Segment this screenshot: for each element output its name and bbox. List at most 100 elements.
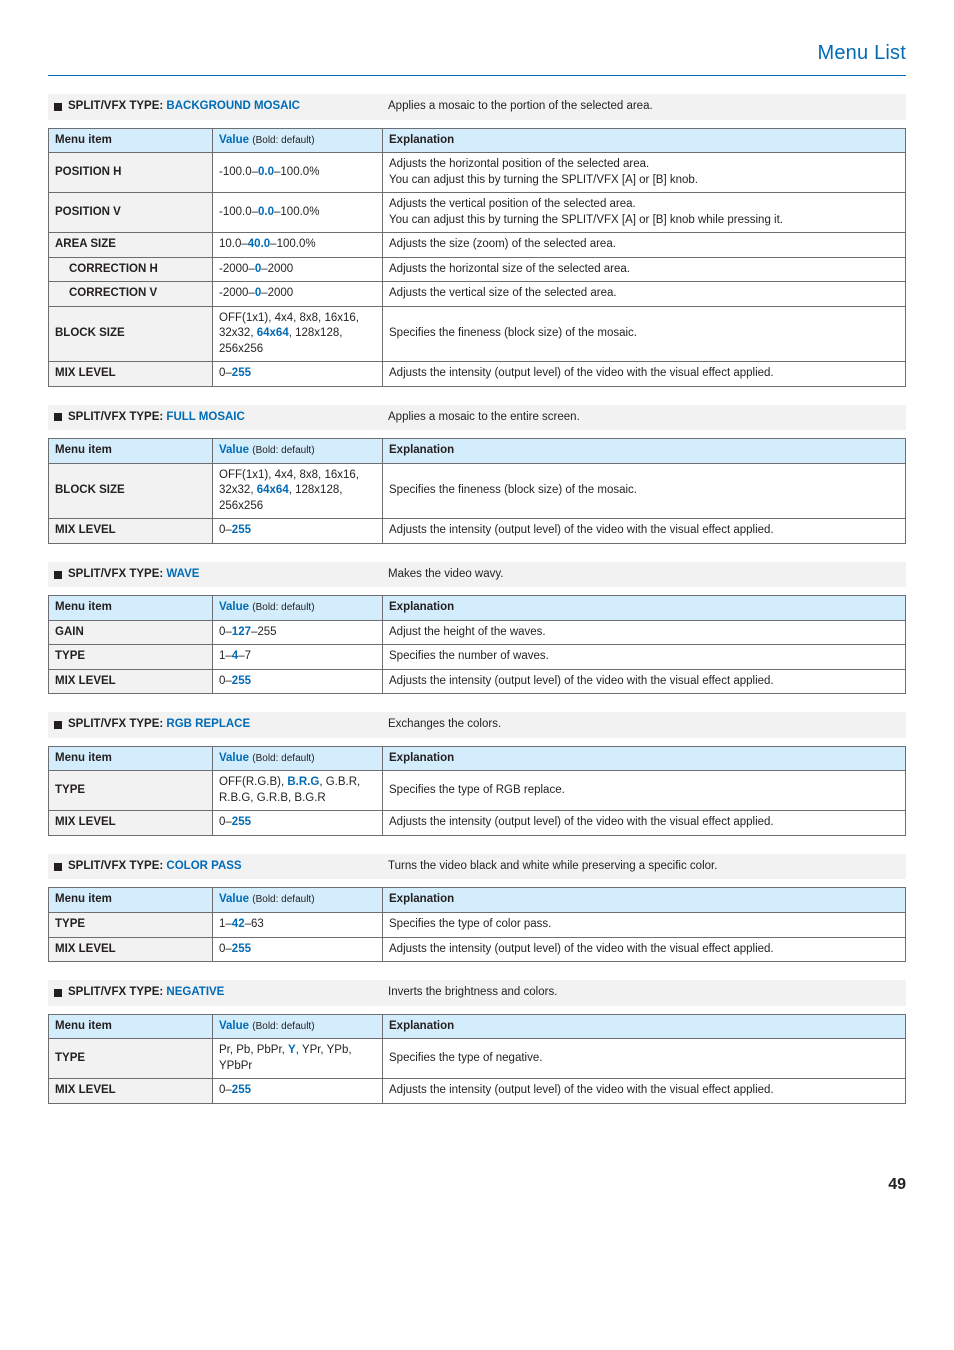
cell-explanation: Adjusts the size (zoom) of the selected …: [383, 233, 906, 258]
cell-explanation: Adjusts the horizontal position of the s…: [383, 153, 906, 193]
cell-value: 0–255: [213, 937, 383, 962]
cell-menu-item: GAIN: [49, 620, 213, 645]
cell-menu-item: CORRECTION H: [49, 257, 213, 282]
cell-value: 10.0–40.0–100.0%: [213, 233, 383, 258]
col-value: Value (Bold: default): [213, 746, 383, 771]
cell-value: -2000–0–2000: [213, 257, 383, 282]
section-title: SPLIT/VFX TYPE: WAVE: [54, 567, 388, 583]
cell-explanation: Adjusts the intensity (output level) of …: [383, 669, 906, 694]
cell-explanation: Adjusts the intensity (output level) of …: [383, 519, 906, 544]
section-header-color-pass: SPLIT/VFX TYPE: COLOR PASS Turns the vid…: [48, 854, 906, 880]
section-title: SPLIT/VFX TYPE: FULL MOSAIC: [54, 410, 388, 426]
table-row: MIX LEVEL0–255Adjusts the intensity (out…: [49, 669, 906, 694]
cell-explanation: Adjust the height of the waves.: [383, 620, 906, 645]
cell-menu-item: POSITION H: [49, 153, 213, 193]
cell-explanation: Specifies the type of color pass.: [383, 912, 906, 937]
table-rgb-replace: Menu itemValue (Bold: default)Explanatio…: [48, 746, 906, 836]
table-header: Menu itemValue (Bold: default)Explanatio…: [49, 1014, 906, 1039]
cell-explanation: Adjusts the intensity (output level) of …: [383, 937, 906, 962]
table-header: Menu itemValue (Bold: default)Explanatio…: [49, 596, 906, 621]
table-row: POSITION V -100.0–0.0–100.0% Adjusts the…: [49, 193, 906, 233]
table-negative: Menu itemValue (Bold: default)Explanatio…: [48, 1014, 906, 1104]
cell-value: -100.0–0.0–100.0%: [213, 153, 383, 193]
col-menu-item: Menu item: [49, 746, 213, 771]
col-menu-item: Menu item: [49, 439, 213, 464]
table-row: CORRECTION H -2000–0–2000 Adjusts the ho…: [49, 257, 906, 282]
table-full-mosaic: Menu itemValue (Bold: default)Explanatio…: [48, 438, 906, 544]
cell-explanation: Specifies the type of negative.: [383, 1039, 906, 1079]
table-row: MIX LEVEL0–255Adjusts the intensity (out…: [49, 811, 906, 836]
table-row: MIX LEVEL0–255Adjusts the intensity (out…: [49, 1079, 906, 1104]
col-menu-item: Menu item: [49, 596, 213, 621]
section-title: SPLIT/VFX TYPE: BACKGROUND MOSAIC: [54, 99, 388, 115]
section-title: SPLIT/VFX TYPE: RGB REPLACE: [54, 717, 388, 733]
table-row: BLOCK SIZEOFF(1x1), 4x4, 8x8, 16x16, 32x…: [49, 463, 906, 519]
col-value: Value (Bold: default): [213, 128, 383, 153]
page-title: Menu List: [48, 40, 906, 67]
cell-menu-item: AREA SIZE: [49, 233, 213, 258]
cell-value: 0–255: [213, 1079, 383, 1104]
table-row: MIX LEVEL0–255Adjusts the intensity (out…: [49, 937, 906, 962]
section-desc: Applies a mosaic to the entire screen.: [388, 410, 580, 426]
col-explanation: Explanation: [383, 746, 906, 771]
cell-menu-item: MIX LEVEL: [49, 811, 213, 836]
cell-menu-item: TYPE: [49, 912, 213, 937]
square-bullet-icon: [54, 863, 62, 871]
section-desc: Exchanges the colors.: [388, 717, 501, 733]
cell-menu-item: BLOCK SIZE: [49, 463, 213, 519]
table-row: TYPE1–4–7Specifies the number of waves.: [49, 645, 906, 670]
section-desc: Applies a mosaic to the portion of the s…: [388, 99, 653, 115]
section-title: SPLIT/VFX TYPE: NEGATIVE: [54, 985, 388, 1001]
cell-value: 0–255: [213, 519, 383, 544]
table-header: Menu itemValue (Bold: default)Explanatio…: [49, 439, 906, 464]
table-bg-mosaic: Menu item Value (Bold: default) Explanat…: [48, 128, 906, 387]
table-color-pass: Menu itemValue (Bold: default)Explanatio…: [48, 887, 906, 962]
table-row: TYPEOFF(R.G.B), B.R.G, G.B.R, R.B.G, G.R…: [49, 771, 906, 811]
section-desc: Inverts the brightness and colors.: [388, 985, 557, 1001]
table-header: Menu itemValue (Bold: default)Explanatio…: [49, 888, 906, 913]
section-header-negative: SPLIT/VFX TYPE: NEGATIVE Inverts the bri…: [48, 980, 906, 1006]
col-explanation: Explanation: [383, 596, 906, 621]
table-row: CORRECTION V -2000–0–2000 Adjusts the ve…: [49, 282, 906, 307]
header-rule: [48, 75, 906, 76]
square-bullet-icon: [54, 721, 62, 729]
section-desc: Makes the video wavy.: [388, 567, 503, 583]
cell-value: 0–255: [213, 362, 383, 387]
col-value: Value (Bold: default): [213, 888, 383, 913]
col-menu-item: Menu item: [49, 1014, 213, 1039]
cell-explanation: Adjusts the intensity (output level) of …: [383, 1079, 906, 1104]
table-row: AREA SIZE 10.0–40.0–100.0% Adjusts the s…: [49, 233, 906, 258]
table-wave: Menu itemValue (Bold: default)Explanatio…: [48, 595, 906, 694]
square-bullet-icon: [54, 413, 62, 421]
cell-value: 1–4–7: [213, 645, 383, 670]
cell-menu-item: MIX LEVEL: [49, 519, 213, 544]
col-menu-item: Menu item: [49, 128, 213, 153]
table-row: MIX LEVEL 0–255 Adjusts the intensity (o…: [49, 362, 906, 387]
cell-explanation: Specifies the type of RGB replace.: [383, 771, 906, 811]
cell-menu-item: TYPE: [49, 645, 213, 670]
cell-explanation: Adjusts the vertical position of the sel…: [383, 193, 906, 233]
square-bullet-icon: [54, 571, 62, 579]
cell-menu-item: TYPE: [49, 1039, 213, 1079]
section-header-rgb-replace: SPLIT/VFX TYPE: RGB REPLACE Exchanges th…: [48, 712, 906, 738]
cell-menu-item: MIX LEVEL: [49, 1079, 213, 1104]
cell-explanation: Adjusts the vertical size of the selecte…: [383, 282, 906, 307]
section-title: SPLIT/VFX TYPE: COLOR PASS: [54, 859, 388, 875]
cell-value: OFF(R.G.B), B.R.G, G.B.R, R.B.G, G.R.B, …: [213, 771, 383, 811]
cell-menu-item: CORRECTION V: [49, 282, 213, 307]
cell-menu-item: MIX LEVEL: [49, 362, 213, 387]
col-explanation: Explanation: [383, 439, 906, 464]
table-header: Menu item Value (Bold: default) Explanat…: [49, 128, 906, 153]
table-row: MIX LEVEL0–255Adjusts the intensity (out…: [49, 519, 906, 544]
section-header-full-mosaic: SPLIT/VFX TYPE: FULL MOSAIC Applies a mo…: [48, 405, 906, 431]
cell-explanation: Adjusts the intensity (output level) of …: [383, 362, 906, 387]
table-row: POSITION H -100.0–0.0–100.0% Adjusts the…: [49, 153, 906, 193]
table-row: GAIN0–127–255Adjust the height of the wa…: [49, 620, 906, 645]
cell-explanation: Specifies the fineness (block size) of t…: [383, 463, 906, 519]
cell-explanation: Specifies the number of waves.: [383, 645, 906, 670]
col-value: Value (Bold: default): [213, 596, 383, 621]
cell-menu-item: MIX LEVEL: [49, 669, 213, 694]
cell-value: -100.0–0.0–100.0%: [213, 193, 383, 233]
cell-menu-item: POSITION V: [49, 193, 213, 233]
cell-explanation: Adjusts the horizontal size of the selec…: [383, 257, 906, 282]
